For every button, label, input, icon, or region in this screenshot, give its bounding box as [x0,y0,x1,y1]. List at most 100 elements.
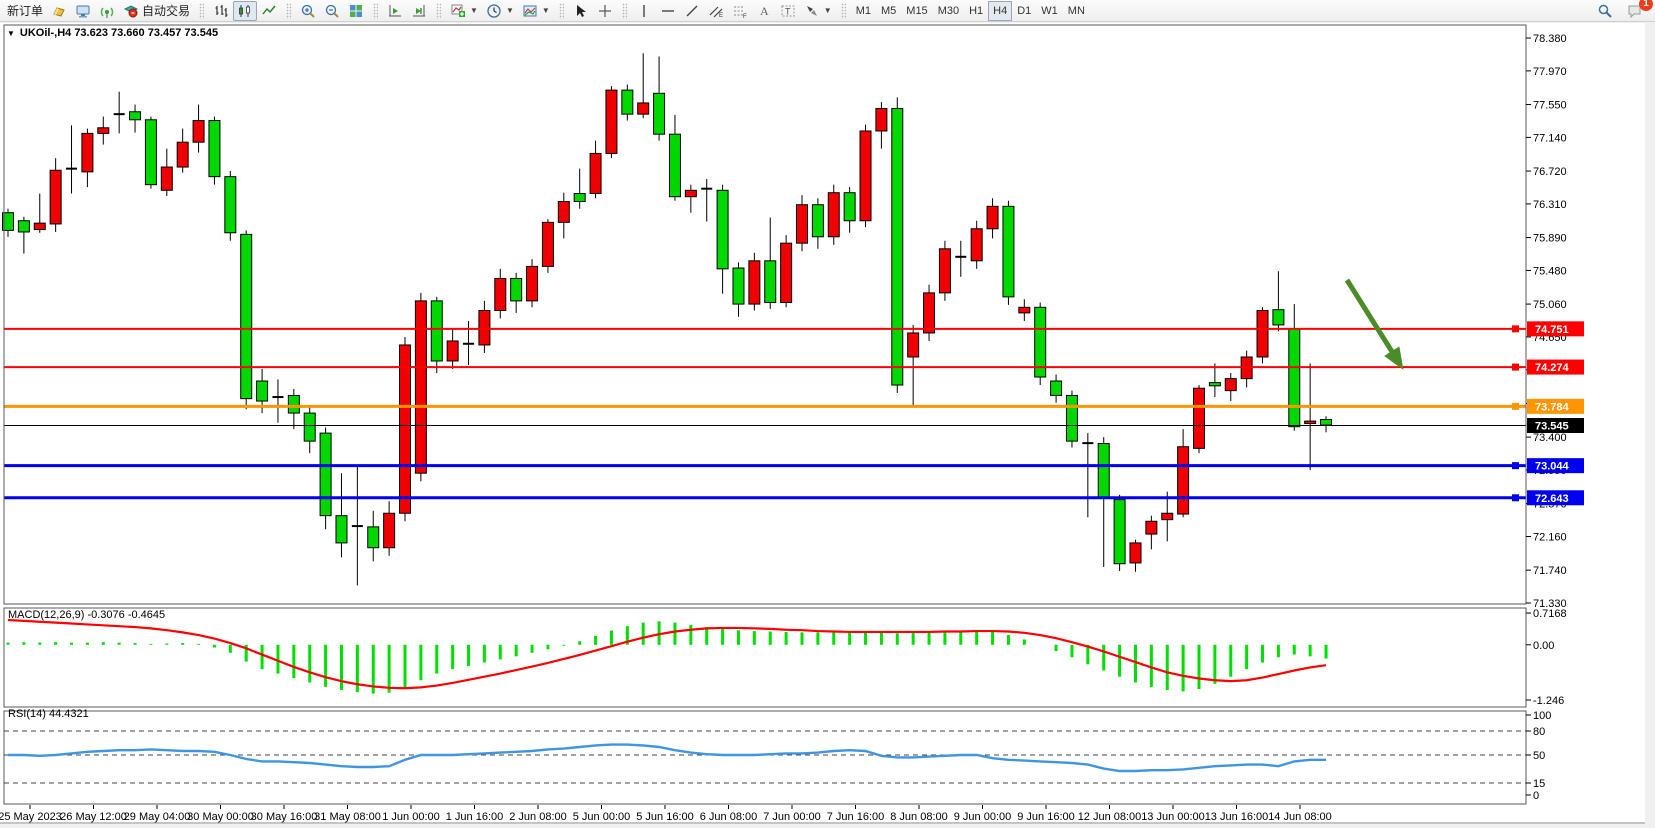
line-chart-icon[interactable] [257,1,281,21]
price-tick-label: 77.140 [1533,132,1567,144]
price-label-74.274: 74.274 [1527,359,1584,375]
timeframe-m5[interactable]: M5 [881,4,897,17]
dropdown-caret-icon: ▼ [470,6,478,15]
auto-scroll-icon[interactable] [407,1,431,21]
timeframe-h4[interactable]: H4 [988,0,1013,21]
main-toolbar: 新订单 自动交易 [0,0,1655,22]
svg-text:72.643: 72.643 [1535,493,1569,505]
chart-title: UKOil-,H4 73.623 73.660 73.457 73.545 [19,27,219,39]
hline-handle[interactable] [1512,363,1519,371]
horizontal-line-icon[interactable] [656,1,680,21]
fibonacci-icon[interactable]: F [728,1,752,21]
notification-badge: 1 [1639,0,1653,11]
new-order-label: 新订单 [7,4,44,18]
time-tick-label: 31 May 08:00 [314,811,381,823]
vertical-line-icon[interactable] [632,1,656,21]
price-tick-label: 75.480 [1533,265,1567,277]
hline-handle[interactable] [1512,402,1519,410]
periods-clock-icon[interactable]: ▼ [482,1,518,21]
hline-handle[interactable] [1512,325,1519,333]
timeframe-d1[interactable]: D1 [1017,4,1032,17]
time-tick-label: 26 May 12:00 [60,811,127,823]
trend-arrow-annotation[interactable] [1344,278,1404,370]
chart-shift-icon[interactable] [383,1,407,21]
crosshair-icon[interactable] [593,1,617,21]
timeframe-m1[interactable]: M1 [855,4,871,17]
equidistant-channel-icon[interactable]: E [704,1,728,21]
autotrade-button[interactable]: 自动交易 [119,1,194,21]
signal-icon[interactable] [95,1,119,21]
timeframe-w1[interactable]: W1 [1041,4,1058,17]
macd-tick-label: 0.7168 [1533,608,1567,620]
zoom-in-icon[interactable] [296,1,320,21]
tile-windows-icon[interactable] [344,1,368,21]
time-tick-label: 30 May 16:00 [251,811,318,823]
chart-canvas[interactable]: 78.380 77.970 77.550 77.140 76.720 76.310 75.8… [0,23,1655,828]
gold-ingot-icon[interactable] [47,1,71,21]
time-tick-label: 13 Jun 00:00 [1141,811,1205,823]
price-tick-label: 75.060 [1533,299,1567,311]
price-tick-label: 77.970 [1533,66,1567,78]
svg-text:A: A [760,4,769,18]
add-indicator-icon[interactable]: ▼ [446,1,482,21]
timeframe-m15[interactable]: M15 [906,4,928,17]
notifications-button[interactable]: 1 [1623,0,1653,21]
price-tick-label: 71.330 [1533,598,1567,610]
toolbar-grip [286,2,292,19]
templates-icon[interactable]: ▼ [518,1,554,21]
timeframe-m30[interactable]: M30 [937,4,960,17]
time-tick-label: 1 Jun 16:00 [446,811,504,823]
svg-text:T: T [785,6,791,16]
time-tick-label: 12 Jun 08:00 [1078,811,1142,823]
macd-tick-label: -1.246 [1533,695,1564,707]
price-tick-label: 77.550 [1533,100,1567,112]
rsi-line [8,743,1327,773]
price-tick-label: 73.400 [1533,432,1567,444]
svg-text:73.784: 73.784 [1535,401,1570,413]
time-tick-label: 30 May 00:00 [187,811,254,823]
price-tick-label: 71.740 [1533,565,1567,577]
price-tick-label: 76.720 [1533,166,1567,178]
macd-signal-line [7,618,1327,690]
price-axis[interactable]: 78.380 77.970 77.550 77.140 76.720 76.310 75.8… [1526,33,1584,610]
rsi-panel: 100 80 50 150 [4,710,1551,802]
dropdown-caret-icon: ▼ [823,6,832,15]
cursor-icon[interactable] [569,1,593,21]
rsi-tick-label: 0 [1533,790,1539,802]
price-label-73.784: 73.784 [1527,398,1584,414]
autotrade-label: 自动交易 [142,4,191,18]
horizontal-lines-layer [4,325,1526,502]
terminal-icon[interactable] [71,1,95,21]
price-tick-label: 75.890 [1533,233,1567,245]
candlestick-icon[interactable] [233,0,258,21]
text-icon[interactable]: A [752,1,776,21]
search-icon[interactable] [1593,1,1617,21]
hline-handle[interactable] [1512,462,1519,470]
svg-text:F: F [743,14,747,19]
macd-indicator-label: MACD(12,26,9) -0.3076 -0.4645 [8,609,166,621]
chart-window: ▼ UKOil-,H4 73.623 73.660 73.457 73.545 … [0,23,1655,828]
zoom-out-icon[interactable] [320,1,344,21]
svg-text:73.545: 73.545 [1535,421,1569,433]
time-tick-label: 8 Jun 08:00 [890,811,948,823]
time-tick-label: 6 Jun 08:00 [700,811,758,823]
bar-chart-icon[interactable] [209,1,233,21]
timeframe-mn[interactable]: MN [1067,4,1085,17]
toolbar-grip [199,2,205,19]
dropdown-caret-icon: ▼ [505,6,514,15]
time-tick-label: 29 May 04:00 [124,811,191,823]
new-order-button[interactable]: 新订单 [3,1,47,21]
time-tick-label: 7 Jun 00:00 [763,811,821,823]
trendline-icon[interactable] [680,1,704,21]
time-tick-label: 14 Jun 08:00 [1268,811,1332,823]
rsi-tick-label: 100 [1533,710,1551,722]
timeframe-h1[interactable]: H1 [969,4,984,17]
price-label-73.044: 73.044 [1527,458,1584,474]
hline-handle[interactable] [1512,494,1519,502]
text-label-icon[interactable]: T [776,1,800,21]
symbol-dropdown-icon[interactable]: ▼ [7,28,15,38]
chart-title-row: ▼ UKOil-,H4 73.623 73.660 73.457 73.545 [7,27,218,39]
toolbar-grip [840,2,846,19]
arrows-icon[interactable]: ▼ [800,1,836,21]
